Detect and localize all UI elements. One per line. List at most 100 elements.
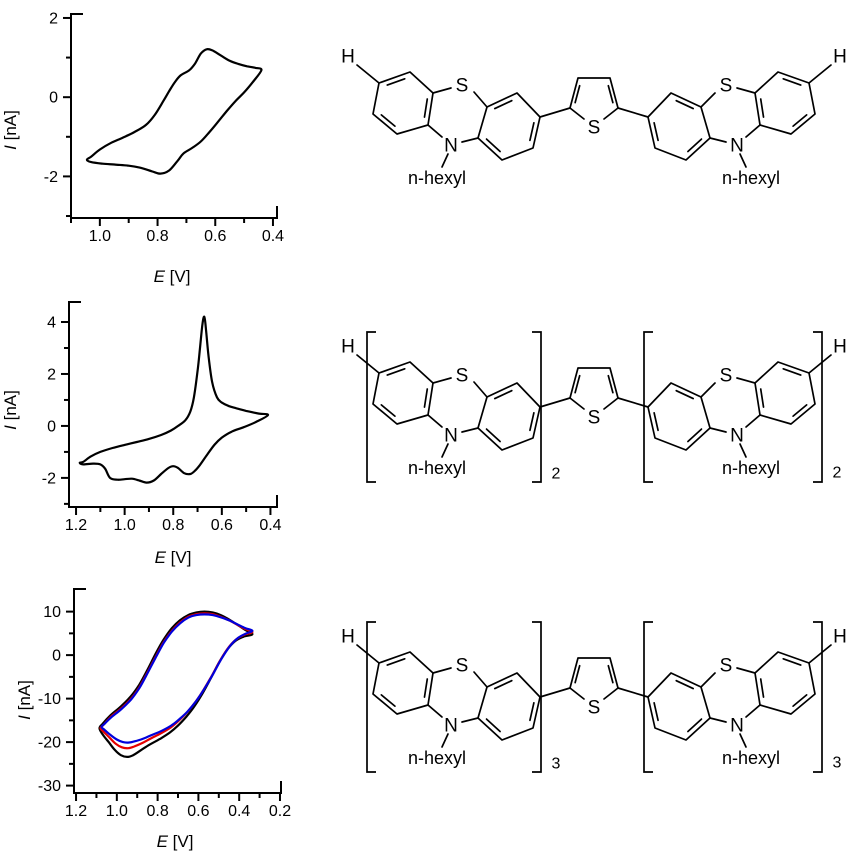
bond [617,107,649,118]
double-bond-inner-line [485,138,501,153]
bond [739,733,747,748]
benzene-ring [754,651,816,715]
bond [539,107,571,118]
nitrogen-atom-label: N [444,716,458,737]
hexyl-group-label: n-hexyl [408,458,466,478]
cv-curves [98,610,254,758]
bond [432,667,452,674]
double-bond-inner-line [759,678,765,698]
bond [569,397,585,410]
bond [736,87,756,94]
x-tick-label: 0.2 [269,803,291,820]
bond [808,644,832,664]
bond [356,354,380,374]
bond [617,397,649,408]
bond [356,644,380,664]
double-bond-inner-line [493,389,513,400]
bond [808,64,832,84]
hexyl-group-label: n-hexyl [408,748,466,768]
bond [473,381,488,398]
bond [709,137,727,143]
bond [700,672,716,688]
x-tick-label: 0.8 [162,517,184,534]
hexyl-group-label: n-hexyl [722,168,780,188]
nitrogen-atom-label: N [730,716,744,737]
bond [441,443,449,458]
bond [569,687,585,700]
h-atom-label: H [833,627,847,648]
h-atom-label: H [833,47,847,68]
x-tick-label: 0.4 [259,517,281,534]
double-bond-inner-line [380,404,396,418]
bond [569,107,585,120]
bond [745,414,761,428]
double-bond-inner-line [380,114,396,128]
double-bond-inner-line [529,701,535,722]
sulfur-atom-label: S [456,656,469,677]
bond [427,704,443,718]
y-axis-label: I [nA] [1,390,20,430]
benzene-ring [647,92,711,161]
x-tick-label: 1.0 [114,517,136,534]
double-bond-inner-line [529,411,535,432]
cv-curve-black [78,315,270,484]
bond [739,153,747,168]
bond [808,354,832,374]
bond [427,414,443,428]
double-bond-inner-line [386,367,406,376]
bond [736,377,756,384]
y-tick-label: 0 [49,90,58,107]
nitrogen-atom-label: N [444,136,458,157]
double-bond-inner-line [485,718,501,733]
molecule-skeleton [356,354,832,458]
double-bond-inner-line [782,77,802,86]
bond [441,733,449,748]
h-atom-label: H [341,627,355,648]
y-tick-label: 2 [47,366,56,383]
repeat-bracket-left [643,621,653,773]
x-tick-label: 1.0 [106,803,128,820]
bond [617,687,649,698]
repeat-bracket-right [532,621,542,773]
thiophene-sulfur-label: S [588,118,601,139]
y-tick-label: -20 [38,735,61,752]
double-bond-inner-line [423,678,429,698]
y-axis-label: I [nA] [1,110,20,150]
y-tick-label: 4 [47,315,56,332]
benzene-ring [372,361,434,425]
tick-labels: 1.2 1.0 0.8 0.6 0.4 4 2 0 -2 [42,315,282,534]
bond [709,717,727,723]
cv-curves [78,315,270,484]
double-bond-inner-line [493,99,513,110]
axis-lines [70,13,278,219]
cv-curve-blue [100,613,254,744]
bond [432,87,452,94]
double-bond-inner-line [423,98,429,118]
double-bond-inner-line [687,138,703,153]
bond [603,687,619,700]
benzene-ring [477,92,541,161]
x-tick-label: 1.2 [65,517,87,534]
double-bond-inner-line [493,679,513,690]
double-bond-inner-line [653,411,659,432]
double-bond-inner-line [574,664,581,684]
benzene-ring [477,672,541,741]
sulfur-atom-label: S [720,76,733,97]
y-axis-label: I [nA] [15,680,34,720]
molecule-skeleton [356,64,832,168]
bond [427,124,443,138]
tick-marks [66,610,281,801]
thiophene-ring [569,367,619,399]
hexyl-group-label: n-hexyl [722,458,780,478]
tick-marks [63,16,274,226]
double-bond-inner-line [607,374,614,394]
x-tick-label: 0.6 [211,517,233,534]
repeat-bracket-left [366,621,376,773]
double-bond-inner-line [782,367,802,376]
double-bond-inner-line [485,428,501,443]
repeat-count-subscript: 2 [552,466,561,483]
x-axis-label-symbol: E [157,832,169,851]
thiophene-ring [569,657,619,689]
nitrogen-atom-label: N [730,136,744,157]
double-bond-inner-line [792,694,808,708]
